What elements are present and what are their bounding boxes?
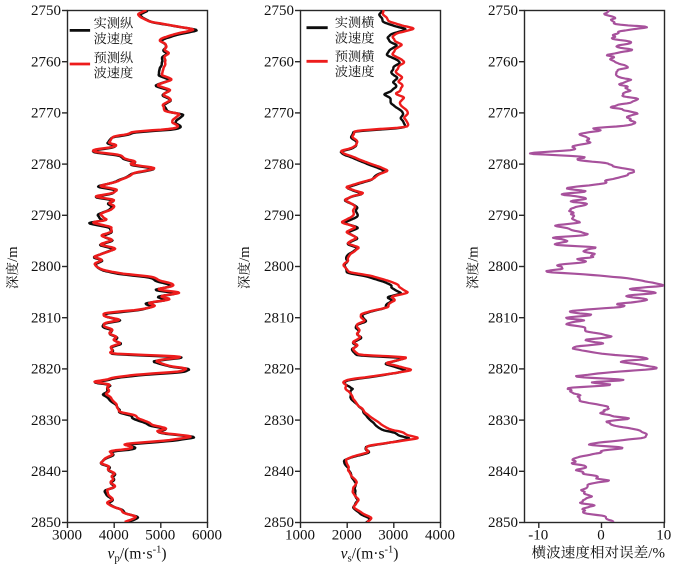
svg-text:2760: 2760 [488,54,518,70]
svg-text:2770: 2770 [264,106,294,122]
svg-text:2770: 2770 [31,106,61,122]
svg-text:/m: /m [5,246,21,262]
svg-text:2750: 2750 [264,3,294,19]
svg-text:4000: 4000 [99,528,129,544]
svg-text:5000: 5000 [145,528,175,544]
svg-text:2810: 2810 [31,310,61,326]
svg-text:/m: /m [237,246,253,262]
svg-text:2000: 2000 [332,528,362,544]
svg-text:2840: 2840 [488,464,518,480]
svg-text:2840: 2840 [264,464,294,480]
svg-text:2830: 2830 [264,413,294,429]
svg-text:2810: 2810 [264,310,294,326]
svg-text:2830: 2830 [488,413,518,429]
svg-text:2780: 2780 [264,157,294,173]
svg-text:3000: 3000 [52,528,82,544]
svg-text:4000: 4000 [425,528,455,544]
svg-text:2850: 2850 [31,515,61,531]
svg-text:2790: 2790 [31,208,61,224]
svg-text:3000: 3000 [378,528,408,544]
svg-text:2770: 2770 [488,106,518,122]
svg-text:-10: -10 [528,528,548,544]
svg-text:/m: /m [465,246,481,262]
svg-text:2830: 2830 [31,413,61,429]
svg-text:2790: 2790 [488,208,518,224]
svg-text:2800: 2800 [264,259,294,275]
svg-text:2790: 2790 [264,208,294,224]
svg-text:2750: 2750 [31,3,61,19]
svg-text:2760: 2760 [264,54,294,70]
svg-text:2850: 2850 [488,515,518,531]
svg-text:2810: 2810 [488,310,518,326]
svg-text:2850: 2850 [264,515,294,531]
svg-text:0: 0 [597,528,605,544]
svg-text:2820: 2820 [31,362,61,378]
svg-text:vs/(m·s-1): vs/(m·s-1) [341,545,399,565]
svg-text:6000: 6000 [192,528,222,544]
svg-text:vp/(m·s-1): vp/(m·s-1) [107,545,166,565]
svg-text:2840: 2840 [31,464,61,480]
svg-text:2800: 2800 [488,259,518,275]
svg-text:2750: 2750 [488,3,518,19]
svg-text:2760: 2760 [31,54,61,70]
svg-text:/%: /% [648,546,665,562]
svg-text:2780: 2780 [488,157,518,173]
svg-text:2800: 2800 [31,259,61,275]
svg-text:2820: 2820 [488,362,518,378]
svg-text:10: 10 [656,528,671,544]
svg-text:2820: 2820 [264,362,294,378]
svg-text:2780: 2780 [31,157,61,173]
svg-text:1000: 1000 [285,528,315,544]
